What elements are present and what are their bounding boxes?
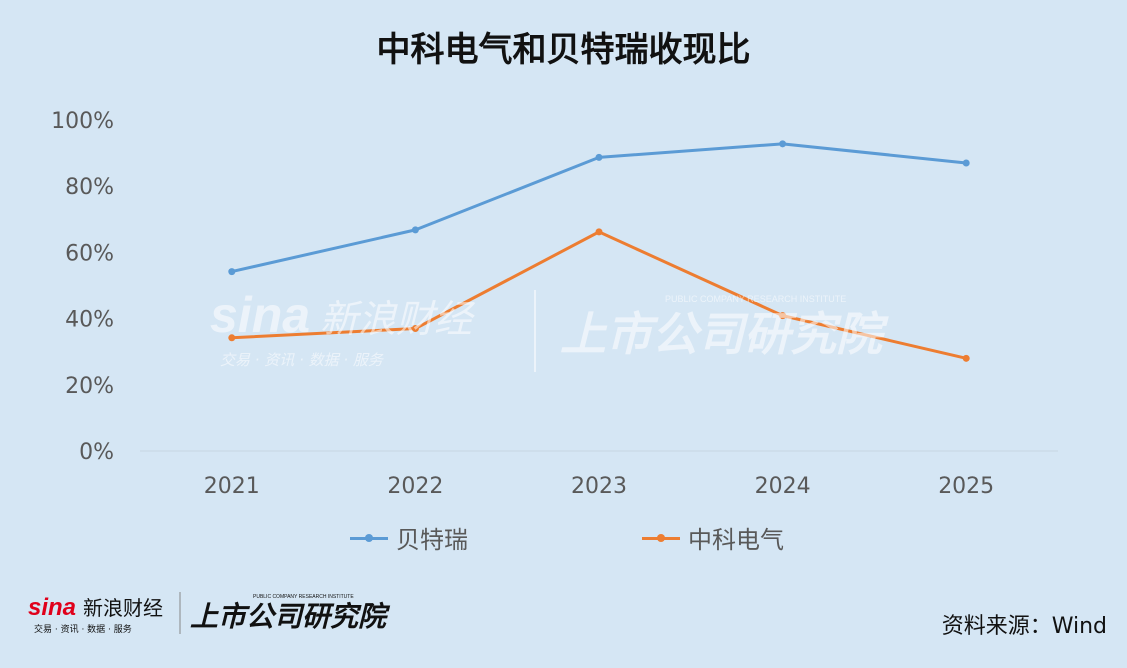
series-line	[231, 230, 967, 360]
line-chart: 0% 20% 40% 60% 80% 100% 2021 2022 2023 2024 2025	[51, 109, 1058, 499]
data-point	[779, 140, 787, 148]
footer-institute-en: PUBLIC COMPANY RESEARCH INSTITUTE	[253, 594, 354, 600]
y-tick-label: 20%	[65, 374, 114, 399]
data-point	[962, 354, 970, 362]
y-tick-label: 100%	[51, 109, 114, 134]
data-point	[595, 153, 603, 161]
data-point	[228, 268, 236, 276]
x-tick-label: 2021	[204, 474, 260, 499]
footer-logo: sina 新浪财经 交易 · 资讯 · 数据 · 服务 PUBLIC COMPA…	[28, 590, 408, 644]
data-point	[228, 334, 236, 342]
footer-sina: sina	[28, 594, 76, 621]
y-tick-label: 0%	[79, 440, 114, 465]
footer-institute: 上市公司研究院	[190, 600, 391, 633]
y-tick-label: 80%	[65, 175, 114, 200]
data-point	[962, 159, 970, 167]
y-tick-label: 60%	[65, 241, 114, 266]
footer-tagline: 交易 · 资讯 · 数据 · 服务	[34, 623, 132, 635]
series-line	[231, 142, 967, 274]
y-tick-label: 40%	[65, 308, 114, 333]
x-tick-label: 2023	[571, 474, 627, 499]
x-tick-label: 2024	[755, 474, 811, 499]
data-point	[411, 325, 419, 333]
legend-swatch	[350, 531, 388, 545]
source-note: 资料来源：Wind	[941, 614, 1107, 639]
x-tick-label: 2022	[387, 474, 443, 499]
data-point	[595, 228, 603, 236]
legend-label: 中科电气	[688, 526, 784, 554]
legend-item: 中科电气	[642, 520, 784, 555]
data-point	[779, 312, 787, 320]
legend-swatch	[642, 531, 680, 545]
chart-legend: 贝特瑞 中科电气	[0, 520, 1127, 556]
chart-title: 中科电气和贝特瑞收现比	[376, 30, 751, 70]
x-tick-label: 2025	[938, 474, 994, 499]
legend-label: 贝特瑞	[396, 526, 468, 554]
legend-item: 贝特瑞	[350, 520, 468, 555]
data-point	[411, 226, 419, 234]
footer-brand: 新浪财经	[83, 596, 163, 620]
